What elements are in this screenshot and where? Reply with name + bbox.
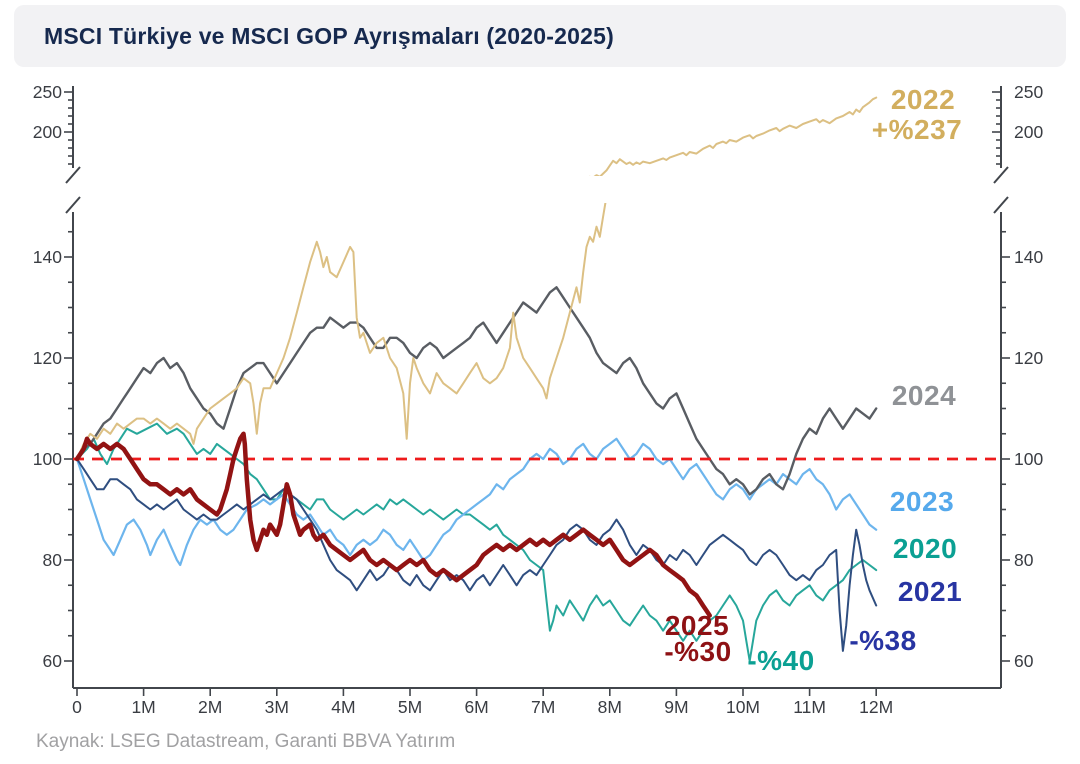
series-line-2022 — [76, 203, 607, 460]
y-tick-label-left: 80 — [43, 550, 63, 570]
x-tick-label: 3M — [265, 697, 289, 717]
y-tick-label-left: 250 — [33, 82, 62, 102]
x-tick-label: 5M — [398, 697, 422, 717]
series-line-2020 — [76, 422, 878, 662]
x-tick-label: 1M — [131, 697, 155, 717]
x-tick-label: 9M — [664, 697, 688, 717]
y-tick-label-left: 200 — [33, 122, 62, 142]
y-tick-label-right: 250 — [1014, 82, 1043, 102]
x-tick-label: 0 — [72, 697, 82, 717]
y-tick-label-left: 120 — [33, 348, 62, 368]
x-tick-label: 4M — [331, 697, 355, 717]
axis-break-mark — [65, 166, 81, 184]
y-tick-label-left: 100 — [33, 449, 62, 469]
axis-break-mark — [65, 196, 81, 214]
y-tick-label-right: 60 — [1014, 651, 1034, 671]
chart-title-bar: MSCI Türkiye ve MSCI GOP Ayrışmaları (20… — [14, 5, 1066, 67]
x-tick-label: 12M — [859, 697, 893, 717]
y-tick-label-left: 60 — [43, 651, 63, 671]
x-tick-label: 7M — [531, 697, 555, 717]
x-tick-label: 8M — [598, 697, 622, 717]
series-line-2025 — [74, 431, 712, 618]
x-tick-label: 10M — [726, 697, 760, 717]
series-line-2022-upper-band — [589, 96, 878, 176]
axis-break-mark — [993, 196, 1009, 214]
source-note: Kaynak: LSEG Datastream, Garanti BBVA Ya… — [36, 731, 456, 752]
x-tick-label: 11M — [793, 697, 826, 717]
y-tick-label-right: 100 — [1014, 449, 1043, 469]
y-tick-label-left: 140 — [33, 247, 62, 267]
axis-break-mark — [993, 166, 1009, 184]
y-tick-label-right: 120 — [1014, 348, 1043, 368]
chart-title: MSCI Türkiye ve MSCI GOP Ayrışmaları (20… — [44, 22, 614, 49]
y-tick-label-right: 140 — [1014, 247, 1043, 267]
y-tick-label-right: 80 — [1014, 550, 1034, 570]
series-line-2021 — [76, 458, 878, 652]
series-line-2023 — [75, 437, 878, 567]
x-tick-label: 2M — [198, 697, 222, 717]
x-tick-label: 6M — [464, 697, 488, 717]
series-line-2024 — [75, 286, 878, 496]
y-tick-label-right: 200 — [1014, 122, 1043, 142]
